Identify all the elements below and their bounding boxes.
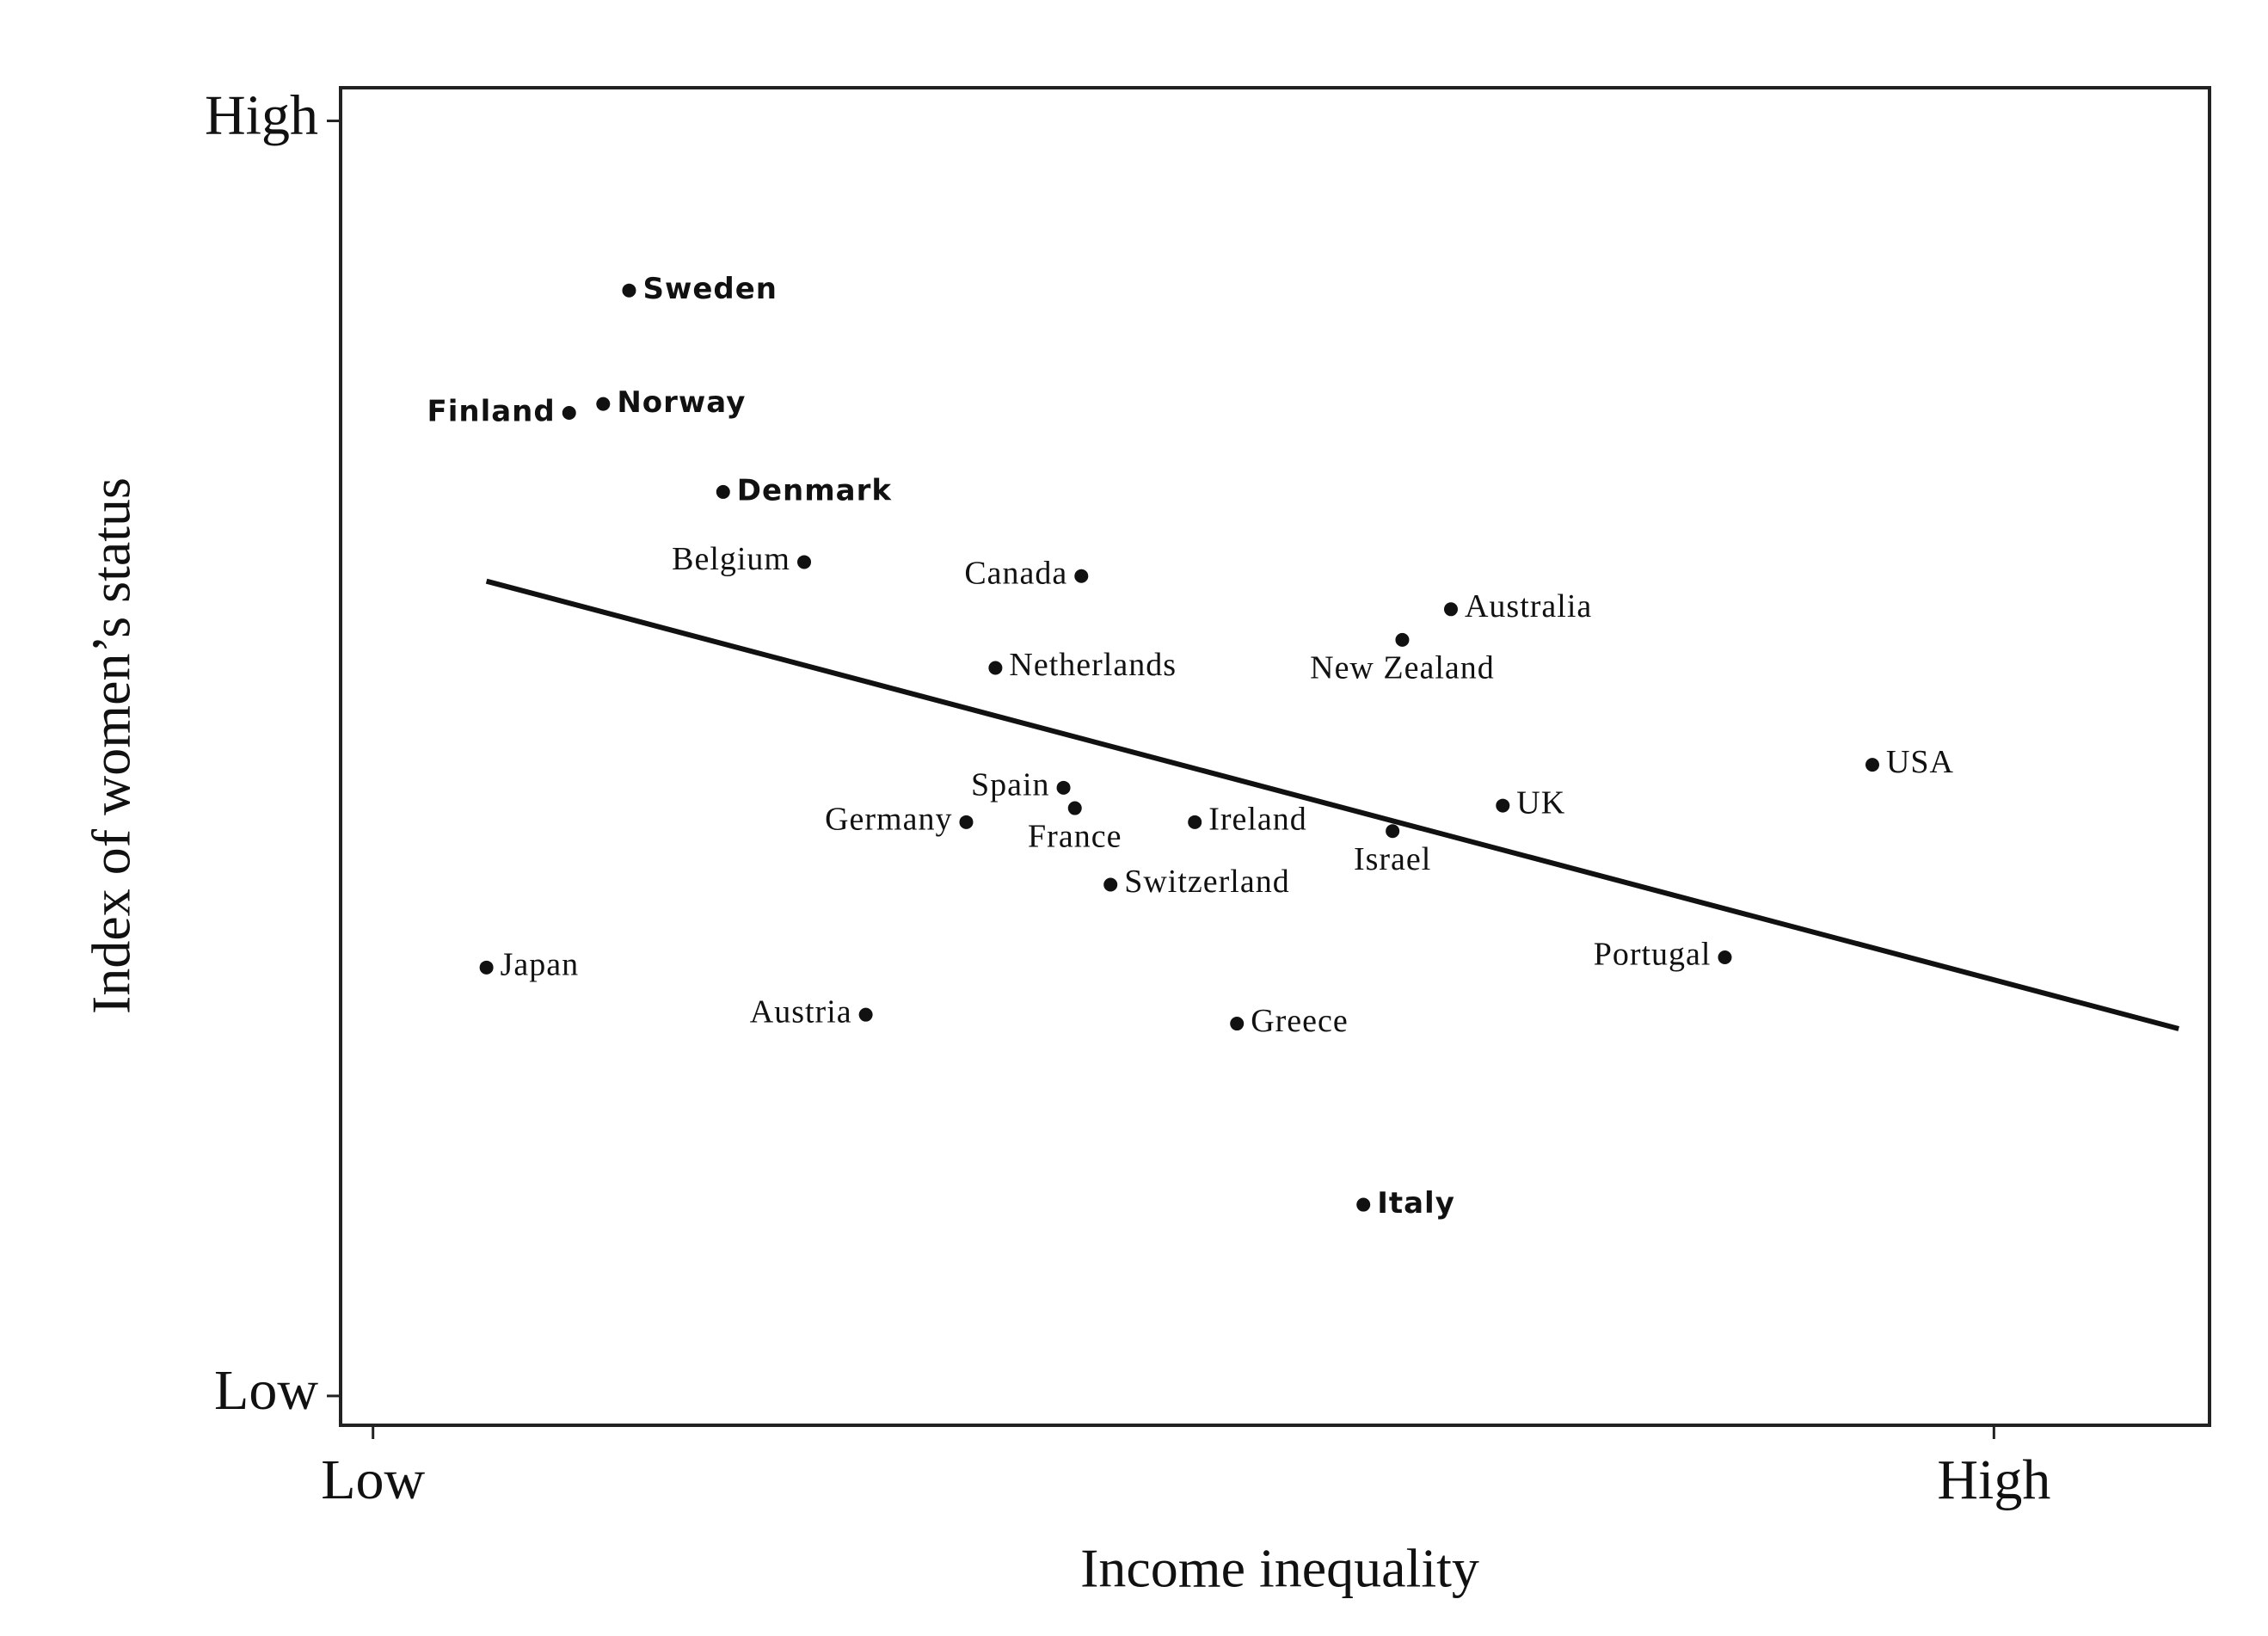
point-label: Canada — [964, 555, 1067, 591]
point — [797, 555, 812, 569]
point-label: Finland — [427, 395, 556, 429]
point-label: UK — [1516, 784, 1565, 821]
x-tick-label: High — [1937, 1448, 2050, 1511]
point-label: Belgium — [672, 541, 790, 577]
point — [1496, 798, 1510, 813]
point-label: Greece — [1251, 1003, 1349, 1039]
point-label: Japan — [501, 947, 580, 983]
point — [1443, 602, 1458, 617]
point — [716, 484, 730, 499]
point-label: New Zealand — [1310, 650, 1495, 686]
point — [1056, 780, 1071, 795]
point — [1865, 758, 1879, 772]
point-label: Switzerland — [1124, 864, 1290, 900]
point — [1230, 1017, 1245, 1031]
point — [988, 661, 1003, 675]
point-label: France — [1028, 818, 1122, 854]
point — [858, 1007, 873, 1022]
point-label: Ireland — [1208, 802, 1307, 838]
y-tick-label: Low — [214, 1359, 318, 1422]
x-axis-title: Income inequality — [1080, 1538, 1479, 1599]
point — [622, 283, 636, 298]
point-label: Denmark — [737, 473, 893, 507]
point — [596, 397, 611, 411]
y-tick-label: High — [205, 84, 318, 147]
x-tick-label: Low — [321, 1448, 425, 1511]
point-label: Austria — [750, 993, 852, 1030]
point — [1386, 824, 1400, 839]
point-label: Australia — [1465, 588, 1592, 624]
point — [1718, 950, 1732, 964]
point — [1067, 801, 1082, 815]
fit-line — [485, 578, 2179, 1031]
point — [1188, 815, 1202, 829]
point — [1074, 569, 1089, 583]
point-label: Norway — [617, 385, 746, 420]
point-label: Germany — [825, 802, 952, 838]
point — [1103, 877, 1118, 892]
plot-frame — [339, 86, 2211, 1427]
point-label: Spain — [971, 767, 1050, 803]
point-label: USA — [1886, 744, 1954, 780]
y-axis-title: Index of women’s status — [81, 477, 142, 1014]
point-label: Netherlands — [1009, 647, 1177, 683]
point-label: Sweden — [642, 272, 778, 306]
point — [1356, 1197, 1371, 1212]
point — [562, 406, 576, 421]
point-label: Portugal — [1594, 937, 1712, 973]
point — [1395, 632, 1410, 647]
point — [479, 960, 494, 975]
point-label: Italy — [1377, 1186, 1455, 1221]
point-label: Israel — [1354, 841, 1431, 877]
point — [959, 815, 974, 829]
